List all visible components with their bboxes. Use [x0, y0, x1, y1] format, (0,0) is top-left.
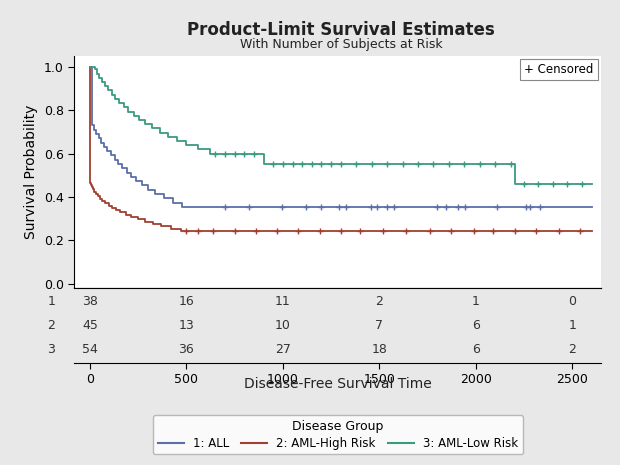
Text: 36: 36: [179, 343, 194, 356]
Text: 0: 0: [569, 295, 577, 308]
Text: 27: 27: [275, 343, 291, 356]
Text: 3: 3: [47, 343, 55, 356]
Text: 38: 38: [82, 295, 98, 308]
Text: 11: 11: [275, 295, 291, 308]
Text: Disease-Free Survival Time: Disease-Free Survival Time: [244, 377, 432, 391]
Text: 18: 18: [371, 343, 388, 356]
Text: 1: 1: [569, 319, 577, 332]
Text: 2: 2: [47, 319, 55, 332]
Text: 13: 13: [179, 319, 194, 332]
Text: Product-Limit Survival Estimates: Product-Limit Survival Estimates: [187, 21, 495, 39]
Text: 7: 7: [375, 319, 383, 332]
Text: 10: 10: [275, 319, 291, 332]
Text: 1: 1: [47, 295, 55, 308]
Legend: 1: ALL, 2: AML-High Risk, 3: AML-Low Risk: 1: ALL, 2: AML-High Risk, 3: AML-Low Ris…: [153, 415, 523, 454]
Text: 54: 54: [82, 343, 98, 356]
Text: 6: 6: [472, 343, 480, 356]
Text: 1: 1: [472, 295, 480, 308]
Text: 2: 2: [376, 295, 383, 308]
Text: + Censored: + Censored: [524, 63, 593, 76]
Text: 45: 45: [82, 319, 98, 332]
Text: With Number of Subjects at Risk: With Number of Subjects at Risk: [240, 38, 442, 51]
Text: 6: 6: [472, 319, 480, 332]
Y-axis label: Survival Probability: Survival Probability: [24, 105, 38, 239]
Text: 16: 16: [179, 295, 194, 308]
Text: 2: 2: [569, 343, 577, 356]
